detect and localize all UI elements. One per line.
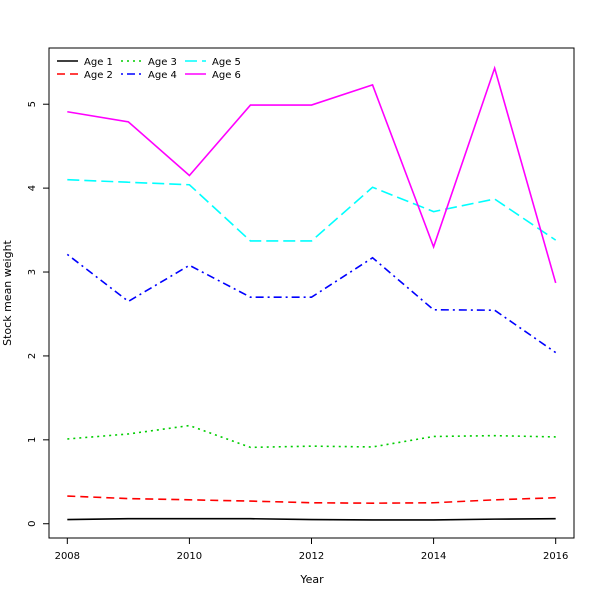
x-tick-label: 2014 [421, 551, 446, 562]
legend-item-age-3: Age 3 [121, 57, 177, 68]
series-line-age-4 [66, 253, 557, 354]
y-axis: 0 1 2 3 4 5 [27, 101, 50, 527]
legend-label: Age 2 [84, 70, 113, 81]
x-tick-label: 2012 [299, 551, 324, 562]
legend-item-age-5: Age 5 [185, 57, 241, 68]
legend-item-age-4: Age 4 [121, 70, 177, 81]
axes-layer: 2008 2010 2012 2014 2016 0 1 2 3 4 5 [27, 101, 568, 562]
legend-label: Age 3 [148, 57, 177, 68]
y-tick-label: 3 [27, 269, 38, 275]
y-tick-label: 1 [27, 437, 38, 443]
y-axis-label: Stock mean weight [1, 239, 14, 345]
y-tick-label: 5 [27, 101, 38, 107]
y-tick-label: 0 [27, 521, 38, 527]
legend-item-age-2: Age 2 [57, 70, 113, 81]
y-tick-label: 2 [27, 353, 38, 359]
x-tick-label: 2016 [543, 551, 568, 562]
legend-label: Age 6 [212, 70, 241, 81]
y-tick-label: 4 [27, 185, 38, 191]
x-axis-label: Year [299, 573, 324, 586]
x-tick-label: 2010 [177, 551, 202, 562]
series-line-age-1 [67, 517, 556, 521]
legend-label: Age 4 [148, 70, 177, 81]
x-axis: 2008 2010 2012 2014 2016 [55, 537, 568, 562]
x-tick-label: 2008 [55, 551, 80, 562]
legend-item-age-6: Age 6 [185, 70, 241, 81]
legend-item-age-1: Age 1 [57, 57, 113, 68]
series-layer [66, 65, 557, 521]
legend-label: Age 5 [212, 57, 241, 68]
series-line-age-6 [67, 65, 557, 284]
legend-label: Age 1 [84, 57, 113, 68]
series-line-age-5 [67, 178, 557, 242]
series-line-age-2 [67, 495, 556, 504]
legend: Age 1 Age 2 Age 3 Age 4 Age 5 Age 6 [57, 57, 241, 81]
